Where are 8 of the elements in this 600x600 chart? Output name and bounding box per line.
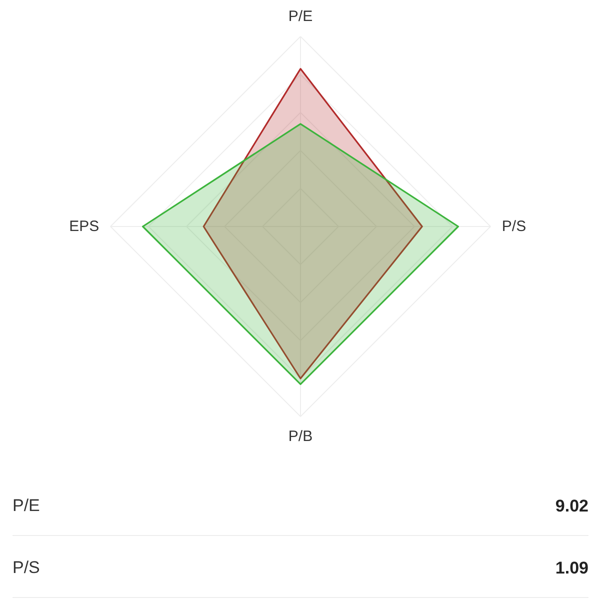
spoke-label: P/S [502, 218, 526, 235]
text: P/E [12, 496, 40, 515]
spoke-label: P/B [288, 428, 313, 445]
spoke-label: P/E [288, 8, 313, 26]
text: P/S [12, 558, 40, 577]
text: 9.02 [555, 496, 589, 516]
spoke-label: EPS [69, 218, 100, 235]
text: 1.09 [555, 558, 589, 578]
